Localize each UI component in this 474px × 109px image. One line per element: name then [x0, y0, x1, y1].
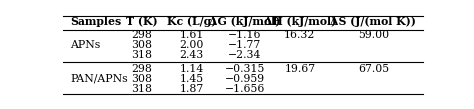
Text: 67.05: 67.05: [358, 64, 389, 74]
Text: 318: 318: [131, 50, 153, 60]
Text: 1.87: 1.87: [179, 84, 204, 94]
Text: 2.43: 2.43: [179, 50, 204, 60]
Text: 308: 308: [131, 40, 153, 50]
Text: 19.67: 19.67: [284, 64, 315, 74]
Text: 1.61: 1.61: [179, 30, 204, 40]
Text: 2.00: 2.00: [179, 40, 204, 50]
Text: ΔS (J/(mol K)): ΔS (J/(mol K)): [330, 16, 416, 27]
Text: 298: 298: [131, 30, 152, 40]
Text: 318: 318: [131, 84, 153, 94]
Text: −2.34: −2.34: [228, 50, 262, 60]
Text: ΔH (kJ/mol): ΔH (kJ/mol): [264, 16, 336, 27]
Text: 308: 308: [131, 74, 153, 84]
Text: Samples: Samples: [70, 16, 121, 27]
Text: −1.77: −1.77: [228, 40, 261, 50]
Text: ΔG (kJ/mol): ΔG (kJ/mol): [209, 16, 281, 27]
Text: −0.315: −0.315: [225, 64, 265, 74]
Text: −1.656: −1.656: [225, 84, 265, 94]
Text: 1.45: 1.45: [180, 74, 203, 84]
Text: 59.00: 59.00: [358, 30, 389, 40]
Text: APNs: APNs: [70, 40, 100, 50]
Text: −1.16: −1.16: [228, 30, 262, 40]
Text: PAN/APNs: PAN/APNs: [70, 74, 128, 84]
Text: −0.959: −0.959: [225, 74, 265, 84]
Text: Kc (L/g): Kc (L/g): [167, 16, 216, 27]
Text: T (K): T (K): [126, 16, 158, 27]
Text: 1.14: 1.14: [179, 64, 204, 74]
Text: 298: 298: [131, 64, 152, 74]
Text: 16.32: 16.32: [284, 30, 316, 40]
